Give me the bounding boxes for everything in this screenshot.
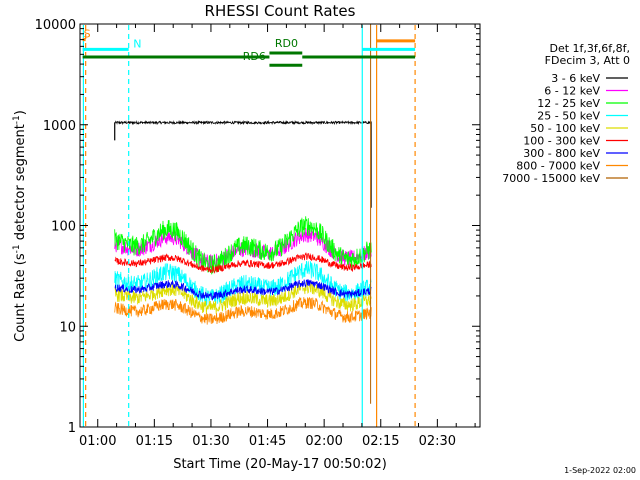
footer-date: 1-Sep-2022 02:00 [564, 466, 636, 475]
legend-entry-label: 800 - 7000 keV [516, 160, 600, 173]
legend-entry-label: 3 - 6 keV [551, 72, 600, 85]
legend-entry-label: 100 - 300 keV [523, 135, 600, 148]
flag-label: N [133, 37, 141, 50]
y-axis-label-end: ) [13, 110, 28, 115]
legend-entry-label: 6 - 12 keV [544, 85, 600, 98]
plot-frame [79, 23, 481, 428]
x-tick-label: 02:15 [362, 434, 399, 449]
x-tick-label: 02:00 [305, 434, 342, 449]
x-tick-label: 01:15 [136, 434, 173, 449]
y-tick-label: 1 [68, 421, 76, 436]
y-axis-label-main: Count Rate (s [13, 253, 28, 342]
y-axis: 1 10 100 1000 10000 [35, 18, 480, 436]
x-axis: 01:00 01:15 01:30 01:45 02:00 02:15 02:30 [79, 24, 476, 449]
legend-entry-label: 7000 - 15000 keV [502, 172, 600, 185]
legend-entry-label: 25 - 50 keV [537, 110, 600, 123]
y-tick-label: 1000 [43, 119, 76, 134]
y-axis-label-sup1: -1 [12, 244, 22, 253]
y-axis-label: Count Rate (s-1 detector segment-1) [12, 110, 28, 342]
series-line [114, 296, 372, 325]
series-line [114, 251, 372, 274]
series-line [114, 260, 372, 306]
legend-entry-label: 50 - 100 keV [530, 122, 600, 135]
y-tick-label: 10 [59, 320, 76, 335]
chart-title: RHESSI Count Rates [205, 2, 356, 20]
legend: Det 1f,3f,6f,8f, FDecim 3, Att 0 3 - 6 k… [502, 42, 630, 185]
flag-label: RD0 [275, 37, 298, 50]
flag-label: RD6 [243, 50, 266, 63]
y-axis-label-mid: detector segment [13, 124, 28, 244]
series-line [114, 279, 372, 301]
legend-header-line-1: Det 1f,3f,6f,8f, [549, 42, 630, 55]
x-axis-label: Start Time (20-May-17 00:50:02) [173, 457, 387, 472]
y-tick-label: 10000 [35, 18, 76, 33]
x-tick-label: 01:30 [192, 434, 229, 449]
x-tick-label: 02:30 [419, 434, 456, 449]
series-line [114, 216, 372, 275]
legend-header-line-2: FDecim 3, Att 0 [545, 54, 630, 67]
flag-label: S [84, 28, 91, 41]
plot-area: S N RD0 RD6 [82, 24, 416, 427]
y-axis-label-sup2: -1 [12, 115, 22, 124]
x-tick-label: 01:45 [249, 434, 286, 449]
series-line [114, 119, 372, 208]
legend-entry-label: 300 - 800 keV [523, 147, 600, 160]
legend-entry-label: 12 - 25 keV [537, 97, 600, 110]
y-tick-label: 100 [51, 220, 76, 235]
x-tick-label: 01:00 [79, 434, 116, 449]
